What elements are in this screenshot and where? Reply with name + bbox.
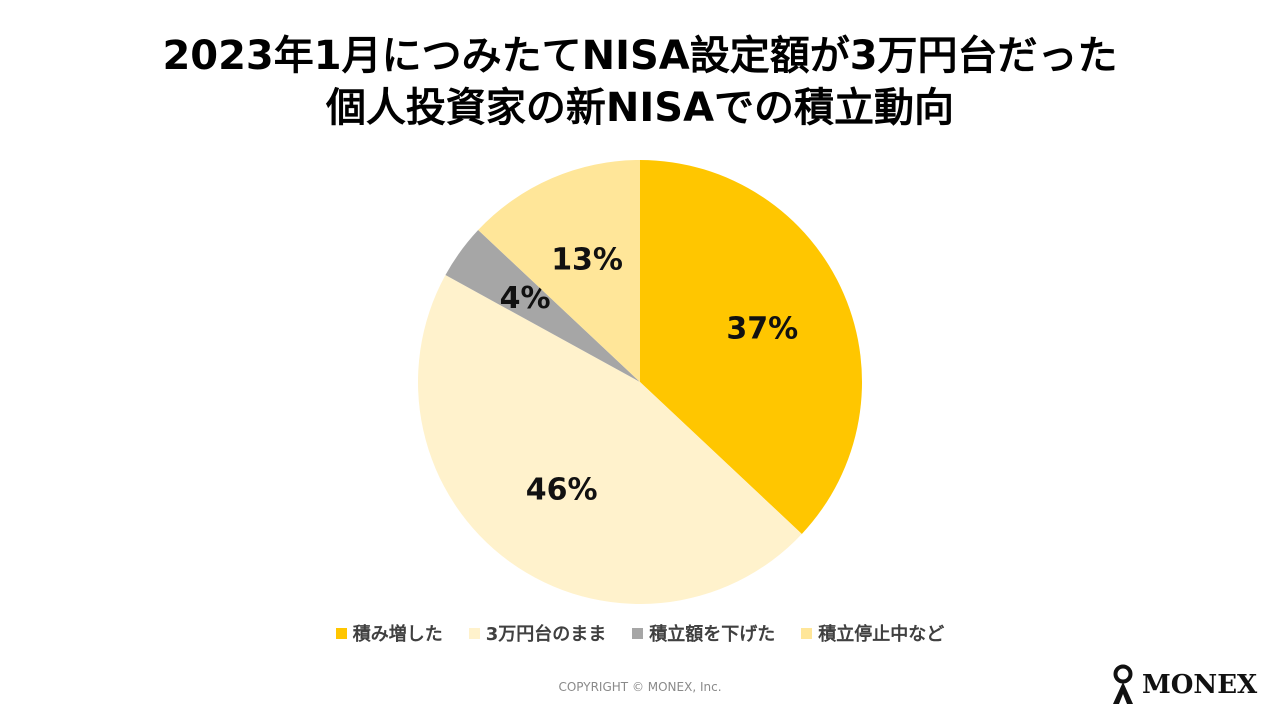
copyright: COPYRIGHT © MONEX, Inc. (558, 680, 722, 694)
pie-slice (445, 230, 640, 382)
legend-label: 積み増した (352, 624, 443, 645)
legend-swatch (801, 627, 813, 639)
chart-title-line2: 個人投資家の新NISAでの積立動向 (325, 85, 955, 131)
chart-title: 2023年1月につみたてNISA設定額が3万円台だった 個人投資家の新NISAで… (0, 30, 1280, 134)
pie-data-label: 37% (726, 312, 798, 347)
legend-swatch (468, 627, 480, 639)
legend-item: 積立停止中など (801, 620, 944, 646)
legend: 積み増した 3万円台のまま 積立額を下げた 積立停止中など (0, 620, 1280, 646)
legend-swatch (335, 627, 347, 639)
pie-data-label: 46% (526, 472, 598, 507)
pie-slice (417, 275, 802, 605)
pie-slice (478, 160, 640, 382)
chart-title-line1: 2023年1月につみたてNISA設定額が3万円台だった (162, 33, 1118, 79)
monex-logo: MONEX (1108, 664, 1257, 706)
pie-slice (640, 160, 863, 534)
monex-mark-icon (1113, 664, 1133, 704)
legend-label: 積立停止中など (818, 624, 945, 645)
legend-item: 積立額を下げた (632, 620, 775, 646)
legend-label: 3万円台のまま (485, 624, 607, 645)
legend-swatch (632, 627, 644, 639)
legend-label: 積立額を下げた (649, 624, 776, 645)
legend-item: 積み増した (335, 620, 443, 646)
monex-logo-text: MONEX (1142, 670, 1258, 700)
legend-item: 3万円台のまま (468, 620, 607, 646)
pie-data-label: 13% (551, 242, 623, 277)
